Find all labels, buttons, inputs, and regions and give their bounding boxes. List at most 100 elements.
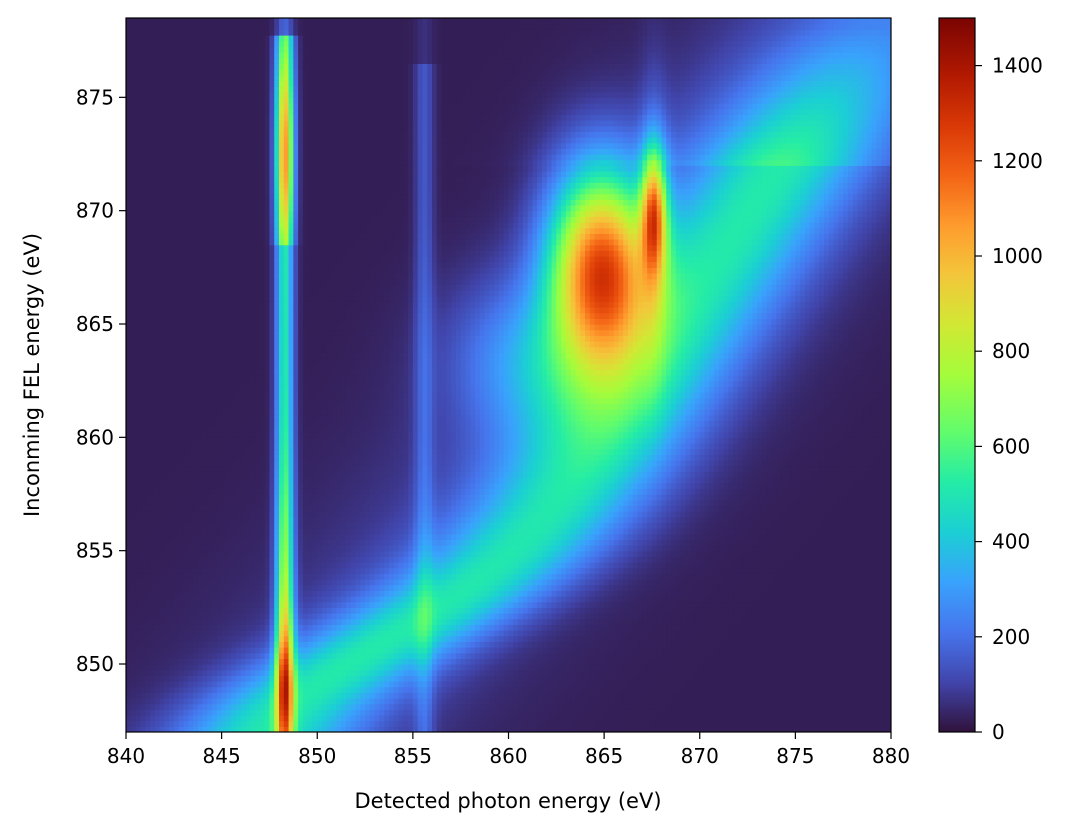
heatmap-cell <box>589 675 596 682</box>
heatmap-cell <box>532 590 538 597</box>
heatmap-cell <box>585 584 591 591</box>
heatmap-cell <box>341 630 347 637</box>
heatmap-cell <box>322 698 328 705</box>
heatmap-cell <box>694 607 701 614</box>
heatmap-cell <box>393 573 400 580</box>
heatmap-cell <box>192 698 199 705</box>
heatmap-cell <box>651 635 658 642</box>
heatmap-cell <box>847 709 854 716</box>
heatmap-cell <box>307 698 314 705</box>
heatmap-cell <box>374 556 381 563</box>
heatmap-cell <box>651 567 658 574</box>
heatmap-cell <box>470 556 476 563</box>
heatmap-cell <box>594 567 600 574</box>
heatmap-cell <box>833 562 840 569</box>
heatmap-cell <box>838 618 844 625</box>
heatmap-cell <box>876 618 883 625</box>
heatmap-cell <box>379 556 385 563</box>
heatmap-cell <box>264 686 271 693</box>
heatmap-cell <box>408 630 414 637</box>
heatmap-cell <box>685 618 691 625</box>
heatmap-cell <box>518 584 524 591</box>
heatmap-cell <box>145 675 151 682</box>
heatmap-cell <box>556 573 562 580</box>
heatmap-cell <box>527 618 534 625</box>
heatmap-cell <box>824 675 830 682</box>
heatmap-cell <box>690 726 696 732</box>
heatmap-cell <box>460 601 467 608</box>
heatmap-cell <box>446 686 452 693</box>
heatmap-cell <box>522 596 529 603</box>
heatmap-cell <box>618 562 624 569</box>
heatmap-cell <box>761 709 768 716</box>
heatmap-cell <box>752 669 758 676</box>
heatmap-cell <box>886 567 891 574</box>
heatmap-cell <box>843 590 849 597</box>
heatmap-cell <box>795 596 801 603</box>
heatmap-cell <box>331 715 337 722</box>
heatmap-cell <box>432 601 438 608</box>
heatmap-cell <box>173 630 180 637</box>
heatmap-cell <box>264 726 271 732</box>
heatmap-cell <box>824 692 830 699</box>
heatmap-cell <box>498 590 505 597</box>
heatmap-cell <box>494 562 500 569</box>
heatmap-cell <box>264 630 271 637</box>
heatmap-cell <box>302 726 309 732</box>
heatmap-cell <box>876 726 883 732</box>
heatmap-cell <box>699 720 706 727</box>
heatmap-cell <box>508 630 514 637</box>
heatmap-cell <box>843 686 849 693</box>
heatmap-cell <box>651 601 658 608</box>
heatmap-cell <box>269 567 275 574</box>
heatmap-cell <box>207 675 213 682</box>
heatmap-cell <box>551 573 557 580</box>
heatmap-cell <box>279 607 285 614</box>
heatmap-cell <box>331 567 337 574</box>
heatmap-cell <box>498 607 505 614</box>
heatmap-cell <box>231 675 237 682</box>
heatmap-cell <box>503 601 510 608</box>
heatmap-cell <box>312 720 318 727</box>
heatmap-cell <box>192 556 199 563</box>
heatmap-cell <box>728 647 734 654</box>
heatmap-cell <box>178 579 184 586</box>
heatmap-cell <box>355 573 361 580</box>
heatmap-cell <box>240 686 247 693</box>
heatmap-cell <box>446 720 452 727</box>
heatmap-cell <box>274 641 280 648</box>
heatmap-cell <box>666 681 672 688</box>
heatmap-cell <box>881 692 887 699</box>
heatmap-cell <box>623 675 629 682</box>
heatmap-cell <box>207 590 213 597</box>
heatmap-cell <box>240 596 247 603</box>
heatmap-cell <box>838 703 844 710</box>
heatmap-cell <box>403 573 409 580</box>
heatmap-cell <box>838 607 844 614</box>
heatmap-cell <box>460 607 467 614</box>
heatmap-cell <box>546 556 553 563</box>
heatmap-cell <box>298 647 304 654</box>
heatmap-cell <box>714 635 720 642</box>
heatmap-cell <box>183 584 189 591</box>
heatmap-cell <box>522 720 529 727</box>
heatmap-cell <box>766 715 773 722</box>
heatmap-cell <box>188 607 194 614</box>
heatmap-cell <box>824 618 830 625</box>
heatmap-cell <box>436 601 443 608</box>
heatmap-cell <box>403 709 409 716</box>
heatmap-cell <box>522 567 529 574</box>
heatmap-cell <box>771 726 777 732</box>
heatmap-cell <box>345 562 352 569</box>
heatmap-cell <box>245 692 251 699</box>
heatmap-cell <box>580 669 586 676</box>
heatmap-cell <box>814 692 820 699</box>
heatmap-cell <box>599 686 605 693</box>
heatmap-cell <box>752 664 758 671</box>
heatmap-cell <box>255 675 261 682</box>
heatmap-cell <box>393 703 400 710</box>
heatmap-cell <box>245 579 251 586</box>
heatmap-cell <box>757 726 763 732</box>
heatmap-cell <box>570 698 577 705</box>
heatmap-cell <box>398 658 404 665</box>
